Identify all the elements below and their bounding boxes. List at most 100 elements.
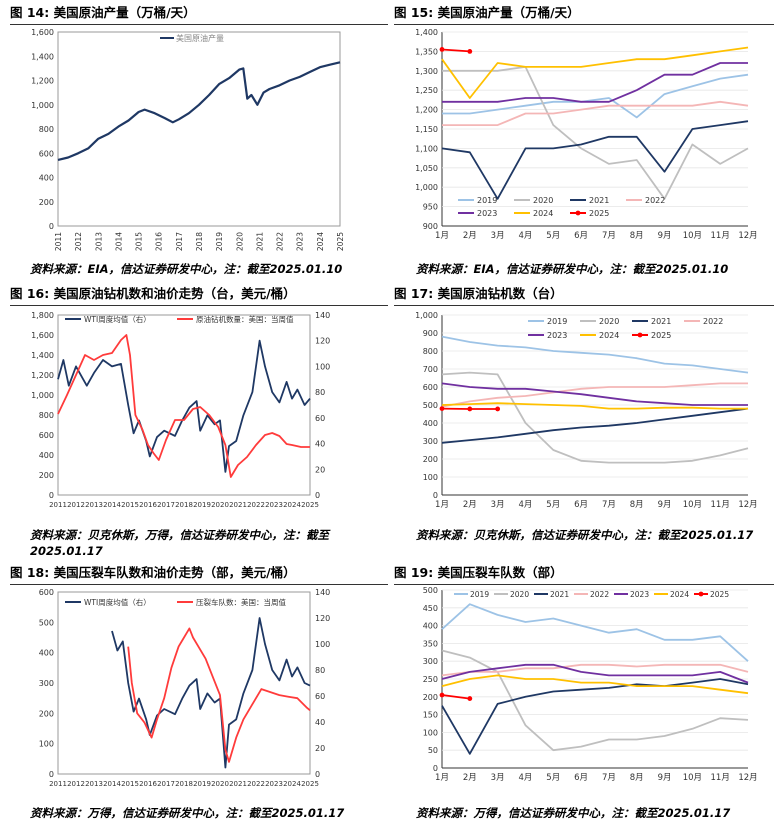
x-tick-label: 2012 [67,501,85,509]
y-tick-label: 200 [39,709,54,718]
x-tick-label: 5月 [546,773,560,783]
plot-frame [57,591,311,775]
x-tick-label: 2021 [229,501,247,509]
legend-label: 2022 [645,196,665,205]
x-tick-label: 2015 [121,780,139,788]
y2-tick-label: 140 [315,588,330,597]
x-tick-label: 5月 [546,500,560,510]
series-line-2022 [441,663,749,677]
y-tick-label: 600 [39,149,54,158]
x-tick-label: 11月 [711,231,730,241]
y-tick-label: 0 [433,491,438,500]
source-note-16: 资料来源：贝克休斯，万得，信达证券研发中心，注：截至2025.01.17 [30,528,329,558]
x-tick-label: 2021 [255,232,264,251]
legend-label: WTI周度均值（右） [84,597,151,607]
series-line-原油钻机数量：美国：当周值 [57,334,310,478]
y2-tick-label: 60 [315,414,325,423]
y-tick-label: 100 [423,473,438,482]
y-tick-label: 1,400 [415,28,438,37]
y2-tick-label: 140 [315,311,330,320]
legend-label: 2021 [550,590,569,599]
figure-header-17: 图 17: 美国原油钻机数（台） [394,283,774,306]
y-tick-label: 1,800 [31,311,54,320]
x-tick-label: 2014 [114,232,123,251]
legend-label: 2021 [589,196,609,205]
series-line-2019 [442,73,749,119]
y-tick-label: 0 [49,222,54,231]
x-tick-label: 2月 [463,500,477,510]
x-tick-label: 2月 [463,773,477,783]
x-tick-label: 2019 [215,232,224,251]
y-tick-label: 1,050 [415,164,438,173]
series-line-2022 [441,382,748,408]
data-point [467,696,473,701]
y-tick-label: 500 [39,618,54,627]
chart-f17: 0 100 200 300 400 500 600 700 800 900 1,000 1月 2月 3月 4… [415,311,758,510]
x-tick-label: 2025 [336,232,345,251]
y2-tick-label: 120 [315,337,330,346]
y-tick-label: 300 [39,679,54,688]
series-line-2024 [441,46,749,99]
figure-header-15: 图 15: 美国原油产量（万桶/天） [394,2,774,25]
legend-label: 美国原油产量 [176,33,224,43]
series-line-2020 [441,371,749,464]
legend-label: 原油钻机数量：美国：当周值 [196,314,294,324]
y-tick-label: 0 [433,764,438,773]
y-tick-label: 600 [423,383,438,392]
figure-header-14: 图 14: 美国原油产量（万桶/天） [10,2,388,25]
x-tick-label: 2025 [301,501,319,509]
series-line-2023 [441,663,749,684]
plot-frame [57,314,311,496]
x-tick-label: 2011 [49,501,67,509]
x-tick-label: 2023 [265,780,283,788]
y2-tick-label: 0 [315,770,320,779]
x-tick-label: 2015 [121,501,139,509]
series-line-2022 [442,100,749,126]
x-tick-label: 4月 [518,231,532,241]
x-tick-label: 2016 [139,780,157,788]
x-tick-label: 7月 [602,500,616,510]
x-tick-label: 9月 [658,773,672,783]
series-line-2021 [441,678,749,755]
x-tick-label: 4月 [518,500,532,510]
legend-label: 2025 [710,590,729,599]
x-tick-label: 2024 [316,232,325,251]
y-tick-label: 1,100 [415,144,438,153]
x-tick-label: 10月 [683,500,702,510]
x-tick-label: 3月 [491,500,505,510]
x-tick-label: 2014 [103,501,121,509]
x-tick-label: 2020 [235,232,244,251]
x-tick-label: 2013 [85,780,103,788]
x-tick-label: 10月 [683,231,702,241]
y-tick-label: 1,350 [415,47,438,56]
series-line-WTI周度均值（右） [111,617,311,769]
series-line-2019 [441,603,749,662]
x-tick-label: 12月 [738,231,757,241]
y-tick-label: 600 [39,431,54,440]
y-tick-label: 400 [39,174,54,183]
legend-label: 2024 [533,209,553,218]
data-point [467,49,473,54]
legend-label: 2019 [470,590,489,599]
y-tick-label: 1,200 [31,77,54,86]
y2-tick-label: 100 [315,362,330,371]
x-tick-label: 2018 [195,232,204,251]
x-tick-label: 2011 [49,780,67,788]
y-tick-label: 1,000 [31,391,54,400]
x-tick-label: 2017 [157,780,175,788]
y-tick-label: 400 [423,622,438,631]
chart-f14: 0 200 400 600 800 1,000 1,200 1,400 1,600 2011 201… [31,28,345,251]
series-line-2025 [441,694,470,700]
x-tick-label: 2019 [193,501,211,509]
legend-label: 压裂车队数：美国：当周值 [196,597,286,607]
y-tick-label: 1,000 [415,311,438,320]
series-line-2019 [441,335,749,374]
x-tick-label: 2023 [296,232,305,251]
data-point [439,692,445,698]
series-line-2021 [441,120,749,200]
legend-label: 2019 [477,196,497,205]
legend-label: 2023 [630,590,649,599]
x-tick-label: 11月 [711,773,730,783]
y-tick-label: 450 [423,604,438,613]
x-tick-label: 8月 [630,231,644,241]
